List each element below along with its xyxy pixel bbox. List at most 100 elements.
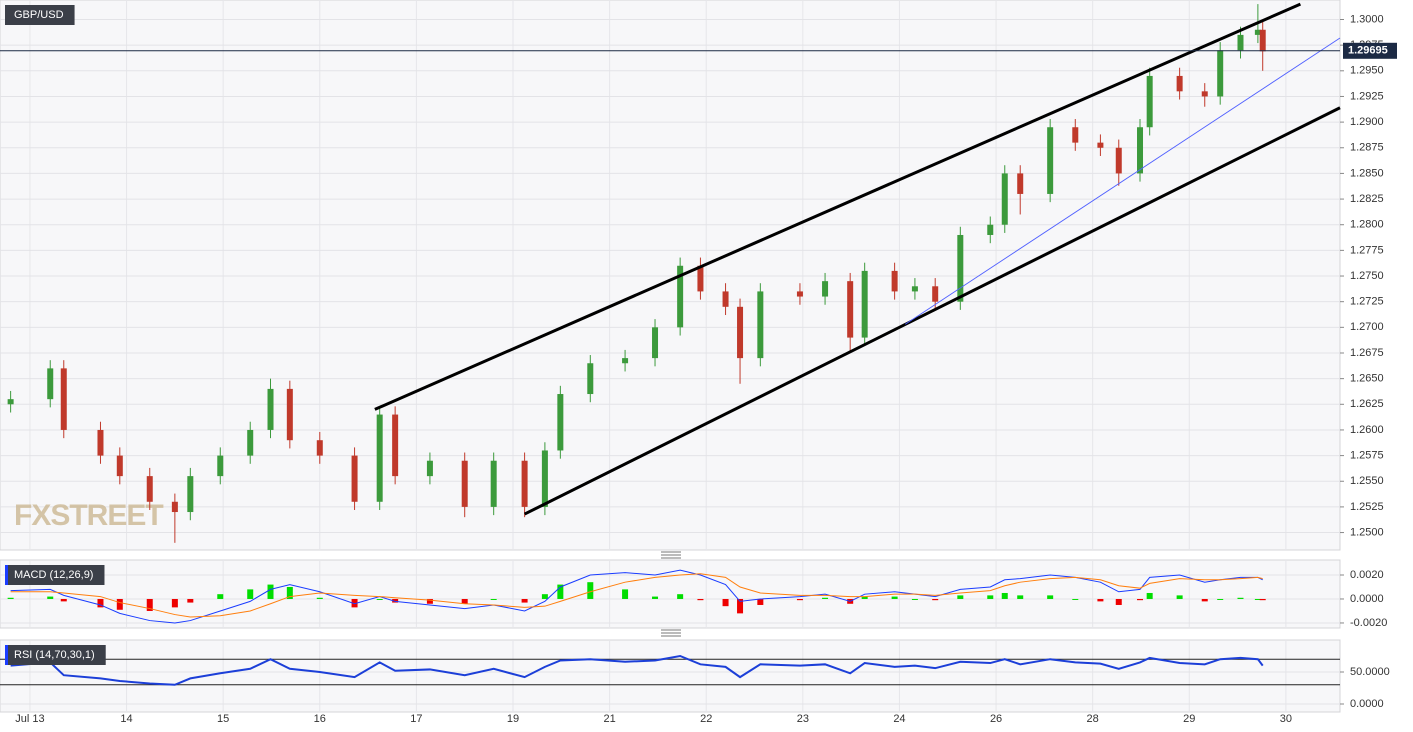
y-tick-label: 0.0000 [1350, 593, 1384, 605]
y-tick-label: 0.0020 [1350, 569, 1384, 581]
x-tick-label: 28 [1087, 713, 1099, 725]
candle-body [521, 460, 528, 507]
candle-body [722, 291, 729, 307]
y-tick-label: 1.2675 [1350, 347, 1384, 359]
y-tick-label: 1.2875 [1350, 142, 1384, 154]
y-tick-label: 1.2575 [1350, 450, 1384, 462]
candle-body [822, 281, 829, 297]
candle-body [847, 281, 854, 338]
histogram-bar [316, 597, 323, 599]
y-tick-label: 1.2725 [1350, 296, 1384, 308]
y-tick-label: 1.3000 [1350, 13, 1384, 25]
histogram-bar [932, 598, 939, 601]
histogram-bar [521, 598, 528, 603]
y-tick-label: 1.2800 [1350, 219, 1384, 231]
x-tick-label: 21 [603, 713, 615, 725]
candle-body [1001, 173, 1008, 225]
candle-body [911, 286, 918, 292]
histogram-bar [187, 598, 194, 603]
last-price-box [1343, 42, 1397, 59]
histogram-bar [1017, 595, 1024, 599]
histogram-bar [622, 589, 629, 599]
y-tick-label: 1.2600 [1350, 424, 1384, 436]
x-tick-label: 19 [507, 713, 519, 725]
label-box [5, 565, 105, 585]
histogram-bar [461, 598, 468, 604]
histogram-bar [891, 596, 898, 599]
histogram-bar [541, 594, 548, 599]
histogram-bar [351, 598, 358, 608]
y-tick-label: 1.2925 [1350, 90, 1384, 102]
histogram-bar [1176, 595, 1183, 599]
x-tick-label: 15 [217, 713, 229, 725]
candle-body [541, 450, 548, 507]
x-tick-label: 30 [1280, 713, 1292, 725]
indicator-label: MACD (12,26,9) [5, 565, 105, 585]
candle-body [861, 270, 868, 338]
candle-body [60, 368, 67, 430]
candle-body [316, 440, 323, 456]
candle-body [622, 358, 629, 364]
histogram-bar [737, 598, 744, 614]
x-tick-label: 24 [893, 713, 905, 725]
histogram-bar [1137, 598, 1144, 601]
y-tick-label: 1.2625 [1350, 398, 1384, 410]
y-tick-label: 1.2700 [1350, 321, 1384, 333]
candle-body [1201, 91, 1208, 97]
histogram-bar [1097, 598, 1104, 602]
x-tick-label: 16 [314, 713, 326, 725]
candle-body [1176, 75, 1183, 92]
label-text: MACD (12,26,9) [14, 569, 93, 581]
histogram-bar [1047, 595, 1054, 599]
histogram-bar [171, 598, 178, 608]
candle-body [932, 286, 939, 302]
histogram-bar [587, 582, 594, 599]
y-tick-label: 1.2950 [1350, 65, 1384, 77]
y-tick-label: 50.0000 [1350, 666, 1390, 678]
histogram-bar [47, 596, 54, 599]
histogram-bar [1217, 598, 1224, 600]
y-tick-label: 1.2525 [1350, 501, 1384, 513]
indicator-label: GBP/USD [5, 5, 75, 25]
histogram-bar [957, 595, 964, 599]
histogram-bar [1146, 592, 1153, 599]
x-tick-label: 14 [120, 713, 132, 725]
histogram-bar [987, 595, 994, 599]
label-text: GBP/USD [14, 9, 64, 21]
candle-body [97, 429, 104, 456]
histogram-bar [757, 598, 764, 605]
candle-body [987, 224, 994, 235]
candle-body [557, 394, 564, 451]
candle-body [1017, 173, 1024, 194]
x-tick-label: 23 [797, 713, 809, 725]
candle-body [267, 388, 274, 430]
x-tick-label: Jul 13 [15, 713, 44, 725]
panel-background [0, 0, 1341, 551]
label-box [5, 5, 75, 25]
candle-body [737, 306, 744, 359]
x-tick-label: 26 [990, 713, 1002, 725]
candle-body [891, 270, 898, 292]
histogram-bar [97, 598, 104, 608]
histogram-bar [490, 598, 497, 600]
y-tick-label: 1.2550 [1350, 475, 1384, 487]
panel-background [0, 559, 1341, 629]
y-tick-label: -0.0020 [1350, 617, 1387, 629]
candle-body [171, 501, 178, 513]
candle-body [697, 265, 704, 292]
rsi-line [10, 654, 1264, 686]
histogram-bar [116, 598, 123, 610]
trend-line [374, 2, 1301, 411]
y-tick-label: 1.2850 [1350, 167, 1384, 179]
candle-body [217, 455, 224, 477]
candle-body [490, 460, 497, 507]
y-tick-label: 1.2500 [1350, 526, 1384, 538]
candle-body [187, 476, 194, 513]
candle-body [1146, 75, 1153, 128]
candle-body [461, 460, 468, 507]
indicator-line [10, 573, 1263, 618]
histogram-bar [267, 584, 274, 599]
histogram-bar [1115, 598, 1122, 605]
histogram-bar [722, 598, 729, 607]
